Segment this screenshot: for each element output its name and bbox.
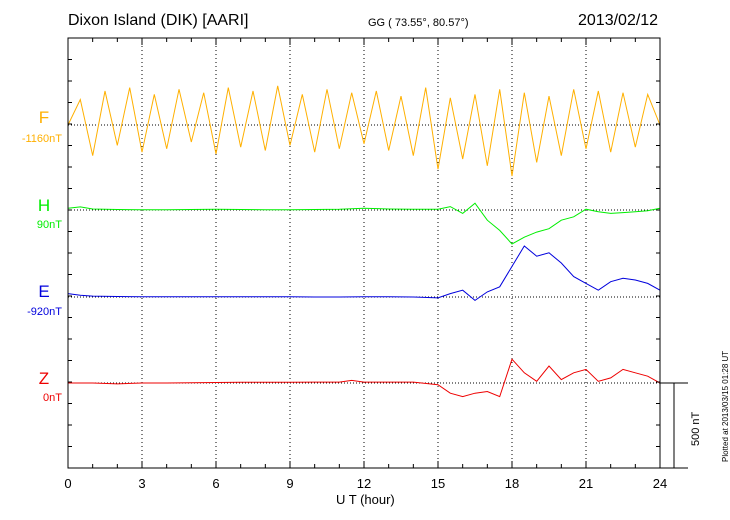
series-line-F: [67, 85, 661, 177]
x-axis-label: U T (hour): [336, 492, 395, 507]
series-line-Z: [68, 358, 661, 398]
x-tick-labels: 0 3 6 9 12 15 18 21 24: [64, 476, 667, 491]
series-line-E: [67, 245, 661, 302]
x-tick-label: 0: [64, 476, 71, 491]
series-line-H: [67, 202, 661, 245]
grid: [141, 38, 587, 468]
axis-ticks: [67, 37, 661, 469]
x-tick-label: 15: [431, 476, 445, 491]
plotted-timestamp: Plotted at 2013/03/15 01:28 UT: [721, 350, 730, 462]
channel-label-Z: Z: [39, 369, 49, 388]
x-tick-label: 6: [212, 476, 219, 491]
channel-label-F: F: [39, 108, 49, 127]
channel-offset-F: -1160nT: [22, 133, 62, 145]
channel-offset-E: -920nT: [27, 306, 62, 318]
plot-date: 2013/02/12: [578, 12, 659, 29]
series-lines: [67, 85, 661, 398]
channel-labels: F -1160nT H 90nT E -920nT Z 0nT: [22, 108, 62, 404]
x-tick-label: 24: [653, 476, 667, 491]
x-tick-label: 3: [138, 476, 145, 491]
channel-label-H: H: [38, 196, 50, 215]
station-title: Dixon Island (DIK) [AARI]: [68, 12, 249, 29]
x-tick-label: 21: [579, 476, 593, 491]
channel-offset-Z: 0nT: [43, 392, 62, 404]
x-tick-label: 18: [505, 476, 519, 491]
x-tick-label: 9: [286, 476, 293, 491]
station-coordinates: GG ( 73.55°, 80.57°): [368, 17, 469, 29]
channel-offset-H: 90nT: [37, 219, 62, 231]
channel-label-E: E: [38, 282, 49, 301]
scale-bar: [660, 382, 688, 469]
scale-bar-label: 500 nT: [690, 411, 702, 446]
x-tick-label: 12: [357, 476, 371, 491]
